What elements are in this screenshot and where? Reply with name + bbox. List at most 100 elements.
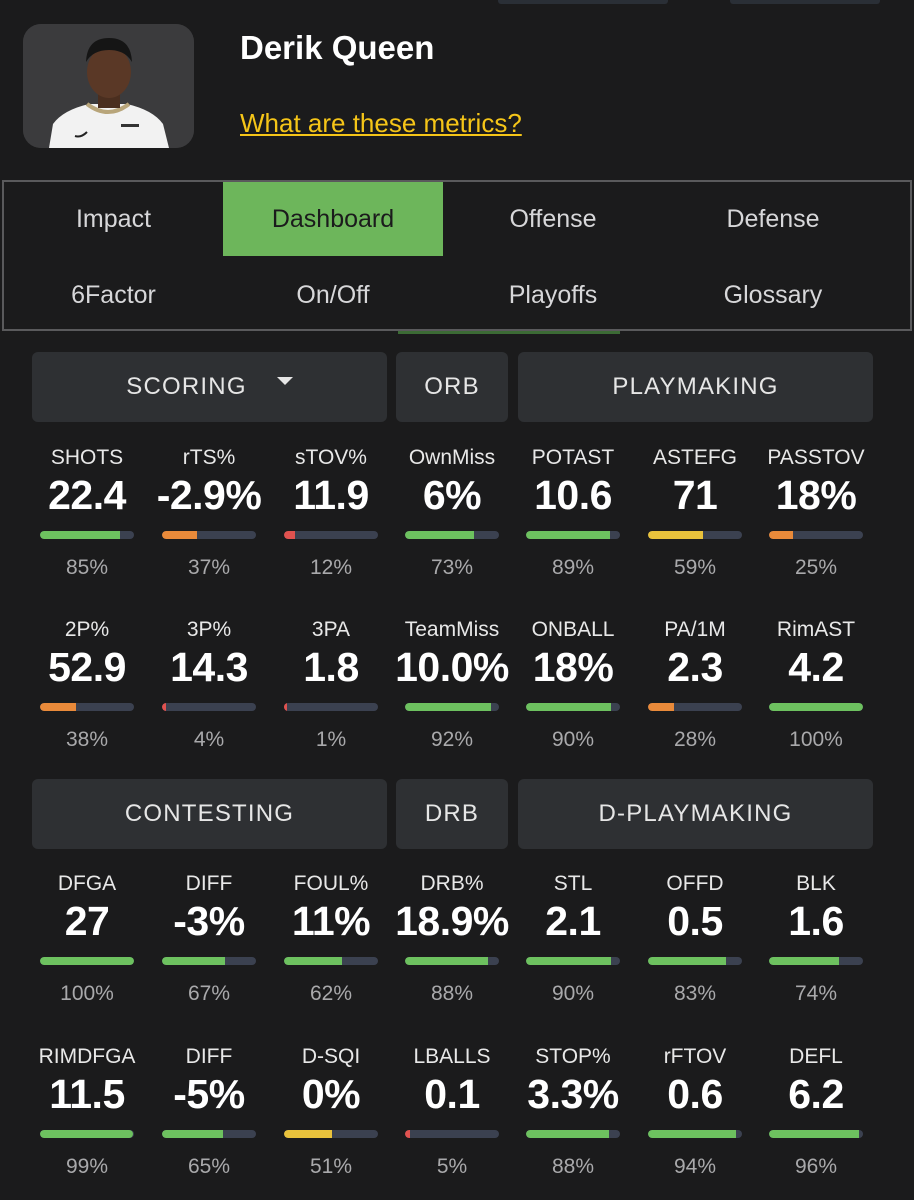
stat-label: POTAST [531,446,615,469]
stat-value: 52.9 [48,644,126,690]
stat-label: STOP% [535,1045,611,1068]
stat-value: 10.6 [534,472,612,518]
stat-value: 11.5 [49,1071,125,1117]
scoring-header-dropdown[interactable]: SCORING [32,352,387,422]
stat-value: 3.3% [527,1071,619,1117]
percentile-bar [284,1130,378,1138]
percentile-bar [40,957,134,965]
stat-label: LBALLS [413,1045,491,1068]
percentile-bar-fill [162,957,225,965]
stat-percentile: 73% [430,556,474,579]
stat-percentile: 100% [789,728,843,751]
stat-value: 2.1 [545,898,601,944]
tab-dashboard[interactable]: Dashboard [223,182,443,256]
tab-impact[interactable]: Impact [75,204,152,233]
percentile-bar-fill [648,703,675,711]
stat-value: 22.4 [48,472,126,518]
percentile-bar-fill [40,1130,134,1138]
playmaking-header: PLAYMAKING [518,352,873,422]
stat-percentile: 37% [187,556,231,579]
stat-value: 11.9 [293,472,369,518]
stat-percentile: 88% [551,1155,595,1178]
top-accent-bar [498,0,668,4]
stat-percentile: 99% [65,1155,109,1178]
drb-header: DRB [396,779,508,849]
stat-value: 18% [775,472,857,518]
stat-label: TeamMiss [404,618,500,641]
percentile-bar [405,957,499,965]
stat-percentile: 51% [309,1155,353,1178]
stat-label: DFGA [57,872,117,895]
stat-label: RIMDFGA [38,1045,136,1068]
percentile-bar-fill [40,957,134,965]
percentile-bar [769,703,863,711]
tab-playoffs[interactable]: Playoffs [508,280,598,309]
percentile-bar [284,957,378,965]
percentile-bar [648,531,742,539]
percentile-bar-fill [648,1130,737,1138]
stat-value: 18% [532,644,614,690]
tab-glossary[interactable]: Glossary [723,280,823,309]
stat-percentile: 5% [436,1155,468,1178]
stat-value: 18.9% [395,898,509,944]
stat-value: 1.6 [788,898,844,944]
percentile-bar [648,703,742,711]
percentile-bar-fill [284,1130,332,1138]
stat-percentile: 65% [187,1155,231,1178]
percentile-bar-fill [769,703,863,711]
percentile-bar [405,531,499,539]
stat-label: 2P% [64,618,110,641]
stat-percentile: 96% [794,1155,838,1178]
percentile-bar [162,957,256,965]
stat-percentile: 90% [551,982,595,1005]
percentile-bar-fill [162,1130,224,1138]
tab-on-off[interactable]: On/Off [296,280,370,309]
stat-label: BLK [796,872,836,895]
tab-6factor[interactable]: 6Factor [71,280,156,309]
percentile-bar-fill [405,1130,410,1138]
stat-value: 27 [64,898,110,944]
stat-value: 6.2 [788,1071,844,1117]
stat-value: -3% [173,898,245,944]
percentile-bar-fill [648,531,704,539]
percentile-bar [526,1130,620,1138]
percentile-bar-fill [405,957,488,965]
percentile-bar-fill [526,957,611,965]
stat-percentile: 4% [193,728,225,751]
percentile-bar [526,531,620,539]
stat-value: 10.0% [395,644,509,690]
tab-bar: Impact Dashboard Offense Defense 6Factor… [2,180,912,331]
stat-label: RimAST [776,618,856,641]
stat-value: 11% [291,898,371,944]
stat-percentile: 90% [551,728,595,751]
percentile-bar [648,1130,742,1138]
stat-percentile: 83% [673,982,717,1005]
stat-label: 3P% [186,618,232,641]
player-photo [23,24,194,148]
percentile-bar [162,531,256,539]
stat-percentile: 12% [309,556,353,579]
tab-offense[interactable]: Offense [509,204,597,233]
percentile-bar-fill [526,1130,609,1138]
percentile-bar [40,703,134,711]
stat-label: ASTEFG [652,446,737,469]
stat-value: -2.9% [156,472,262,518]
percentile-bar [769,957,863,965]
stat-value: 0% [301,1071,361,1117]
chevron-down-icon [276,377,293,385]
percentile-bar [648,957,742,965]
stat-label: PASSTOV [767,446,865,469]
stat-percentile: 62% [309,982,353,1005]
stat-label: DIFF [185,872,233,895]
metrics-help-link[interactable]: What are these metrics? [240,108,522,138]
stat-percentile: 88% [430,982,474,1005]
stat-label: rFTOV [663,1045,727,1068]
stat-label: OFFD [666,872,724,895]
percentile-bar-fill [405,703,492,711]
stat-percentile: 85% [65,556,109,579]
stat-label: sTOV% [295,446,367,469]
stat-percentile: 92% [430,728,474,751]
percentile-bar [284,531,378,539]
tab-defense[interactable]: Defense [726,204,820,233]
stat-percentile: 59% [673,556,717,579]
